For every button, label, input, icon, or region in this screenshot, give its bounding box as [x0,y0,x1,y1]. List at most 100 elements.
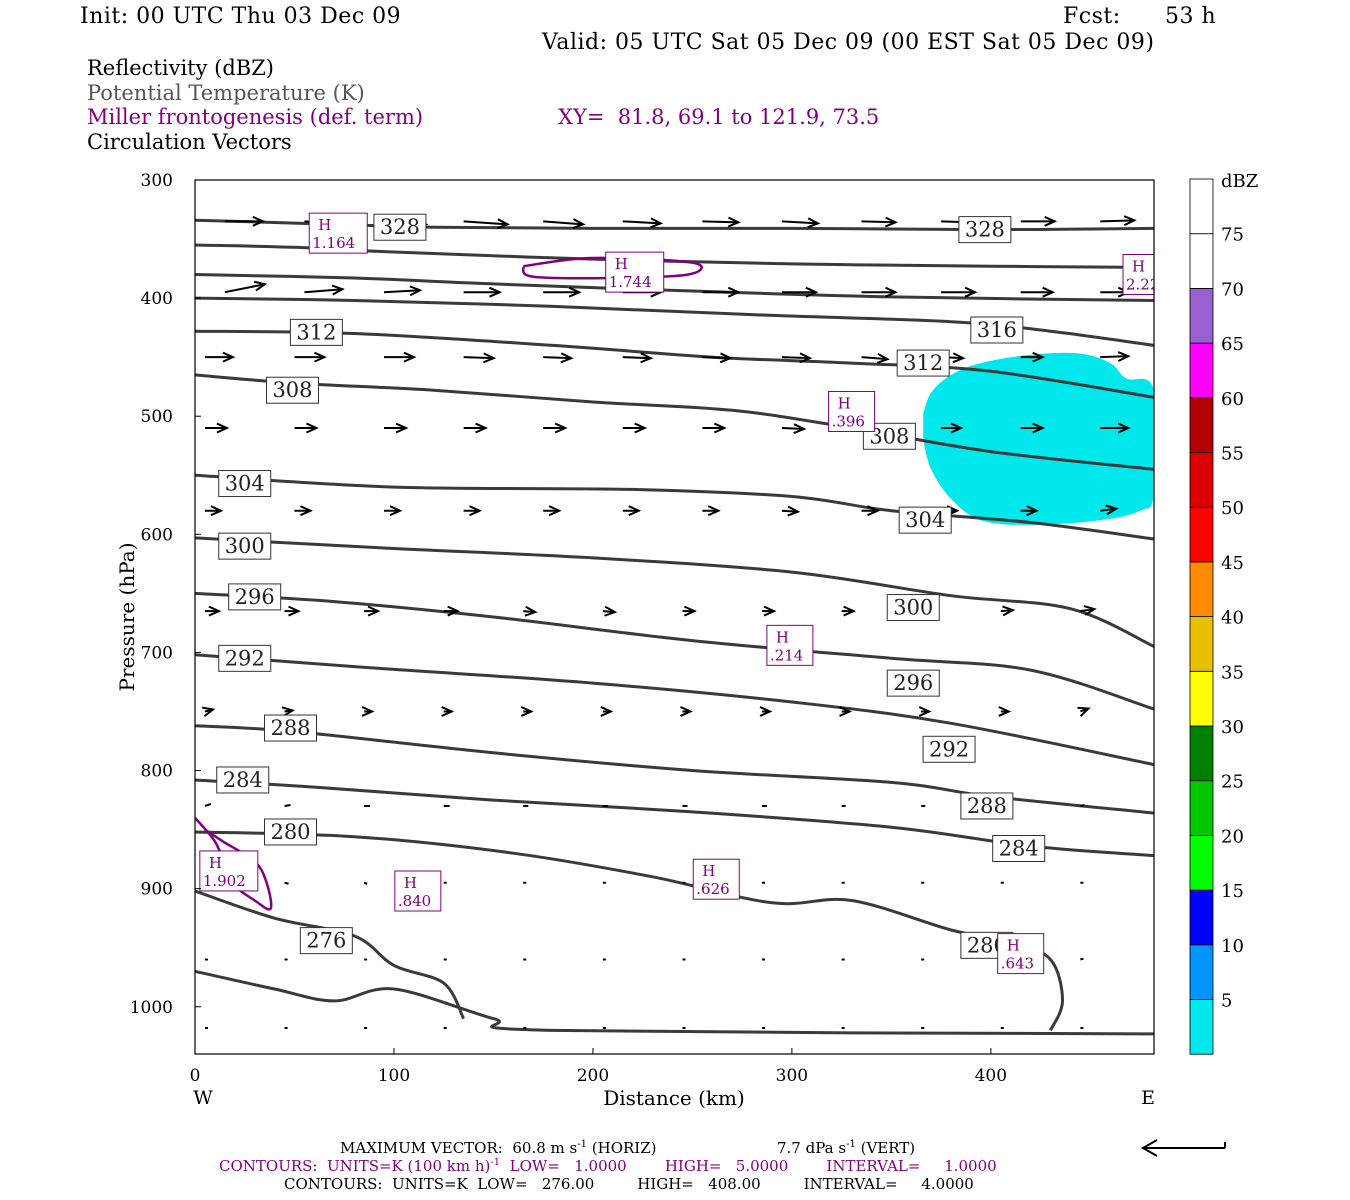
vector-head [210,505,224,517]
vector-head [216,422,230,434]
circulation-vector [702,216,741,228]
fronto-high-value: 2.228 [1126,275,1169,293]
colorbar-label-40: 40 [1221,608,1244,629]
max-vector-vert: 7.7 dPa s-1 (VERT) [777,1139,916,1157]
vector-head [727,286,741,298]
fronto-high-box [828,390,876,432]
theta-label-328: 328 [373,213,427,241]
vector-head [727,216,741,228]
vector-shaft [1100,219,1135,223]
circulation-vector [1020,422,1046,434]
circulation-vector [204,803,212,807]
vector-shaft [204,803,212,807]
vector-shaft [861,220,896,224]
circulation-vector [441,706,455,717]
vector-head [1032,422,1046,434]
vector-head [634,422,648,434]
theta-label-292: 292 [218,644,272,672]
fronto-high-value: 1.902 [203,872,246,890]
circulation-vector [543,286,582,298]
fronto-high: H2.228 [1122,253,1169,295]
vector-head [684,605,697,617]
circulation-vector [680,706,693,717]
circulation-vector [463,218,511,230]
fronto-high-value: 1.744 [609,273,652,291]
x-tick-label: 100 [378,1066,410,1086]
circulation-vector [284,803,291,807]
contours-fronto-info: CONTOURS: UNITS=K (100 km h)-1 LOW= 1.00… [219,1157,997,1175]
x-tick-label: 200 [577,1066,609,1086]
circulation-vector [1020,215,1058,227]
vector-shaft [543,220,584,226]
fronto-high-box [199,850,259,892]
y-tick-label: 400 [141,289,173,309]
circulation-vector [294,505,313,517]
vector-head [843,605,857,617]
theta-label-text: 304 [225,472,265,496]
fronto-contour-0 [521,256,703,280]
vector-head [867,505,880,517]
vector-head [998,706,1012,717]
vector-head [331,284,345,296]
vector-head [1026,505,1040,517]
circulation-vector [304,284,345,296]
vector-head [650,217,664,229]
circulation-vector [1100,215,1137,227]
circulation-vector [702,352,733,364]
fronto-high-box [1122,253,1154,295]
vector-shaft [781,427,804,431]
vector-head [680,706,693,717]
theta-label-box [886,594,940,622]
circulation-vector [364,605,381,617]
theta-label-text: 304 [905,508,945,532]
fronto-high-box [997,933,1045,975]
x-tick-label: 400 [975,1066,1007,1086]
circulation-vector [1077,706,1091,717]
fronto-high-box [308,212,368,254]
vector-head [805,286,819,298]
vector-head [572,218,586,230]
circulation-vector [363,881,368,885]
circulation-vector [1080,605,1097,616]
vector-head [799,352,813,364]
vector-head [568,286,582,298]
vector-head [469,505,483,517]
colorbar-segment-15 [1189,889,1214,946]
vector-head [884,216,898,228]
colorbar-segment-30 [1189,725,1214,782]
fronto-high: H1.744 [605,251,665,293]
vector-shaft [781,356,810,360]
theta-label-text: 276 [306,929,346,953]
theta-label-300: 300 [886,594,940,622]
circulation-vector [861,216,898,228]
vector-shaft [622,356,651,360]
vector-head [389,505,403,517]
theta-label-328: 328 [958,216,1012,244]
fronto-high: H.840 [394,870,442,912]
theta-label-box [265,376,319,404]
colorbar-segment-60 [1189,397,1214,453]
vector-head [441,706,455,717]
theta-label-288: 288 [264,714,318,742]
theta-label-text: 328 [380,215,420,239]
vector-head [367,605,381,617]
circulation-vector [463,352,497,364]
colorbar-segment-70 [1189,287,1214,344]
theta-label-296: 296 [228,583,282,611]
circulation-vector [839,706,853,717]
colorbar-segment-25 [1189,780,1214,836]
circulation-vector [384,422,409,434]
x-axis-label: Distance (km) [603,1086,745,1110]
theta-label-304: 304 [218,470,272,498]
fronto-high-box [766,624,814,666]
vector-head [288,605,301,617]
theta-label-box [898,506,952,534]
x-tick-label: 0 [190,1066,201,1086]
colorbar-label-75: 75 [1221,225,1244,246]
reflectivity-area [923,352,1154,525]
circulation-vector [204,605,222,617]
theta-label-288: 288 [960,792,1014,820]
vector-shaft [861,356,888,361]
vector-shaft [383,289,421,294]
colorbar-label-25: 25 [1221,772,1244,793]
